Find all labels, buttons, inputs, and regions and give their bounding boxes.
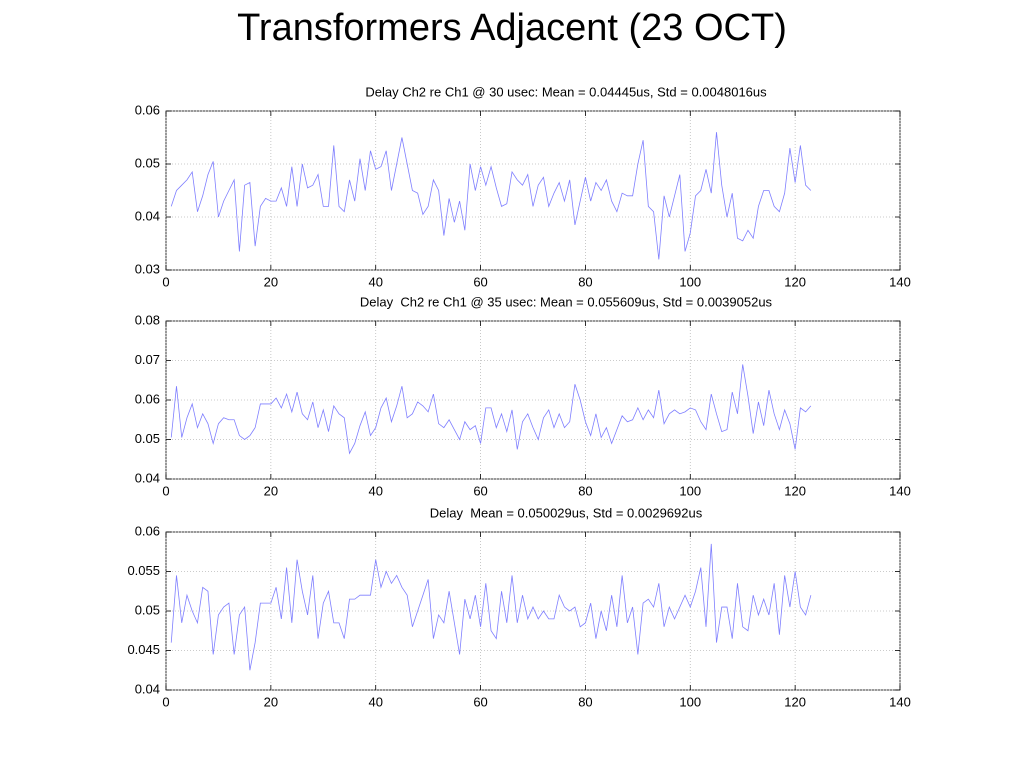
x-tick-label: 40 [368,274,382,289]
x-tick-label: 60 [473,694,487,709]
x-tick-label: 40 [368,483,382,498]
y-tick-label: 0.03 [135,261,160,276]
x-tick-label: 100 [679,483,701,498]
x-tick-label: 20 [264,274,278,289]
x-tick-label: 0 [162,694,169,709]
y-tick-label: 0.055 [127,563,160,578]
x-tick-label: 40 [368,694,382,709]
x-tick-label: 140 [889,274,911,289]
x-tick-label: 60 [473,483,487,498]
x-tick-label: 140 [889,483,911,498]
data-line [170,543,812,671]
figure-title: Transformers Adjacent (23 OCT) [237,7,787,49]
x-tick-label: 60 [473,274,487,289]
data-line [170,132,812,260]
x-tick-label: 120 [784,483,806,498]
subplot-title: Delay Ch2 re Ch1 @ 35 usec: Mean = 0.055… [360,294,773,309]
x-tick-label: 20 [264,694,278,709]
y-tick-label: 0.06 [135,102,160,117]
x-tick-label: 0 [162,274,169,289]
y-tick-label: 0.08 [135,312,160,327]
x-tick-label: 120 [784,694,806,709]
x-tick-label: 20 [264,483,278,498]
x-tick-label: 140 [889,694,911,709]
y-tick-label: 0.06 [135,391,160,406]
y-tick-label: 0.07 [135,352,160,367]
x-tick-label: 80 [578,483,592,498]
data-line [170,364,812,455]
y-tick-label: 0.04 [135,208,160,223]
y-tick-label: 0.045 [127,642,160,657]
subplot-title: Delay Mean = 0.050029us, Std = 0.0029692… [430,505,703,520]
y-tick-label: 0.04 [135,681,160,696]
x-tick-label: 100 [679,274,701,289]
subplot-title: Delay Ch2 re Ch1 @ 30 usec: Mean = 0.044… [365,84,767,99]
y-tick-label: 0.04 [135,470,160,485]
y-tick-label: 0.05 [135,602,160,617]
x-tick-label: 100 [679,694,701,709]
x-tick-label: 120 [784,274,806,289]
x-tick-label: 80 [578,694,592,709]
x-tick-label: 80 [578,274,592,289]
plot-frame [165,110,901,271]
x-tick-label: 0 [162,483,169,498]
y-tick-label: 0.05 [135,155,160,170]
y-tick-label: 0.06 [135,523,160,538]
y-tick-label: 0.05 [135,431,160,446]
